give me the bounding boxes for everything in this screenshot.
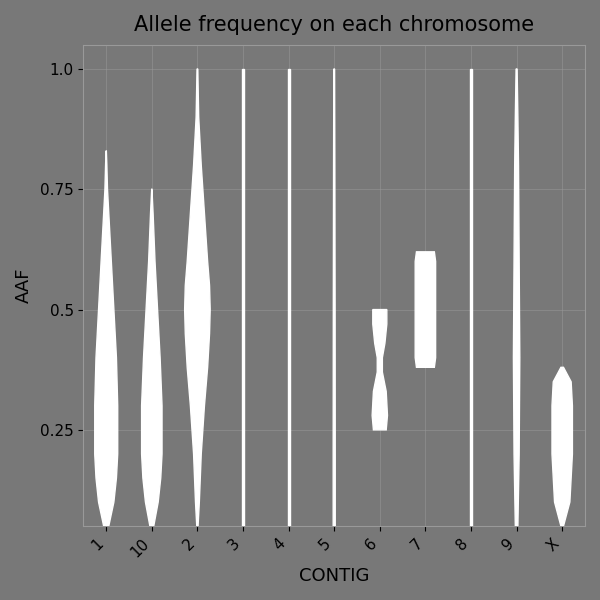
Polygon shape bbox=[552, 367, 572, 526]
Polygon shape bbox=[95, 151, 118, 526]
Polygon shape bbox=[242, 69, 244, 526]
Polygon shape bbox=[372, 310, 388, 430]
Polygon shape bbox=[415, 252, 436, 367]
Title: Allele frequency on each chromosome: Allele frequency on each chromosome bbox=[134, 15, 534, 35]
Y-axis label: AAF: AAF bbox=[15, 268, 33, 303]
Polygon shape bbox=[333, 69, 335, 526]
Polygon shape bbox=[514, 69, 520, 526]
Polygon shape bbox=[142, 189, 162, 526]
Polygon shape bbox=[287, 69, 290, 526]
X-axis label: CONTIG: CONTIG bbox=[299, 567, 370, 585]
Polygon shape bbox=[470, 69, 472, 526]
Polygon shape bbox=[185, 69, 210, 526]
